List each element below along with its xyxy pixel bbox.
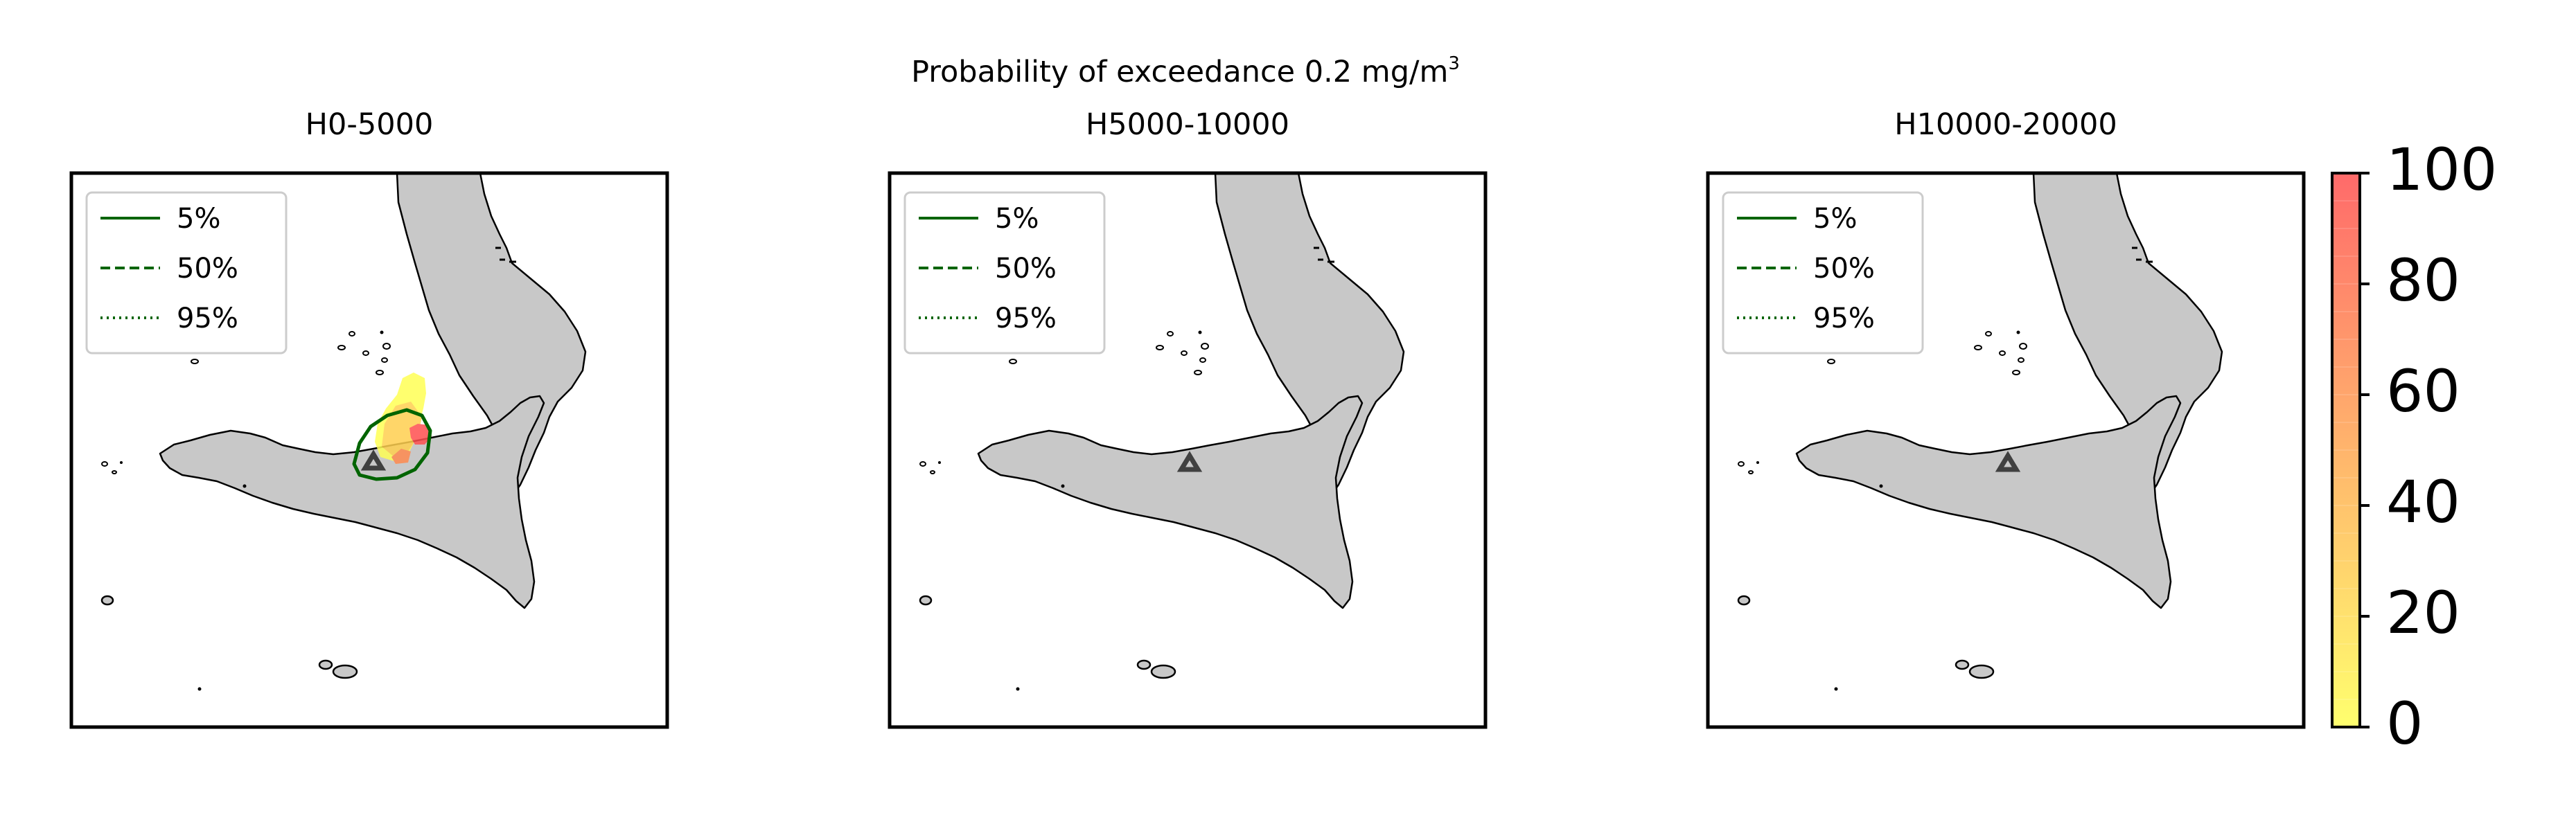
colorbar-tick-label-60: 60 — [2386, 357, 2460, 425]
legend-label-50: 50% — [995, 253, 1057, 285]
colorbar-tick-label-20: 20 — [2386, 579, 2460, 647]
legend-label-95: 95% — [177, 303, 238, 334]
legend-label-95: 95% — [995, 303, 1057, 334]
legend-label-5: 5% — [995, 203, 1039, 235]
panel-title-1: H0-5000 — [306, 107, 434, 142]
panel-title-2: H5000-10000 — [1086, 107, 1289, 142]
legend-label-50: 50% — [177, 253, 238, 285]
legend: 5% 50% 95% — [87, 192, 286, 353]
legend-label-5: 5% — [1813, 203, 1857, 235]
legend: 5% 50% 95% — [905, 192, 1104, 353]
legend-label-5: 5% — [177, 203, 220, 235]
colorbar-tick-label-100: 100 — [2386, 136, 2497, 204]
colorbar: 100 80 60 40 20 0 — [2332, 136, 2497, 758]
figure-suptitle: Probability of exceedance 0.2 mg/m3 — [911, 53, 1460, 89]
legend-label-50: 50% — [1813, 253, 1875, 285]
map-panel-1: 5% 50% 95% H0-5000 — [71, 107, 667, 727]
colorbar-tick-label-40: 40 — [2386, 468, 2460, 536]
legend: 5% 50% 95% — [1723, 192, 1923, 353]
colorbar-tick-label-0: 0 — [2386, 690, 2423, 758]
colorbar-tick-label-80: 80 — [2386, 247, 2460, 314]
panel-title-3: H10000-20000 — [1894, 107, 2117, 142]
map-panel-3: 5% 50% 95% H10000-20000 — [1708, 107, 2304, 727]
map-panel-2: 5% 50% 95% H5000-10000 — [890, 107, 1485, 727]
legend-label-95: 95% — [1813, 303, 1875, 334]
